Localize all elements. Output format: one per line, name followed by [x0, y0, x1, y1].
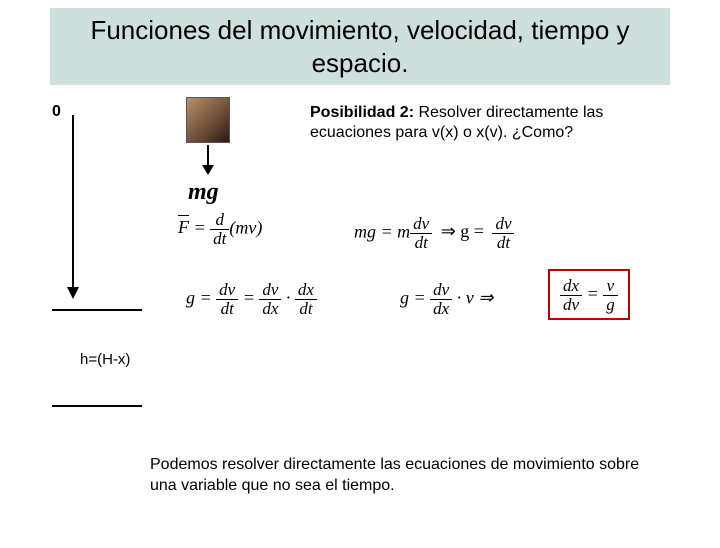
- boxed-result: dxdv = vg: [548, 269, 630, 320]
- slide-body: 0 h=(H-x) mg Posibilidad 2: Resolver dir…: [0, 85, 720, 545]
- mg-vector-shaft: [207, 145, 209, 167]
- equation-mg-dvdt: mg = mdvdt ⇒ g = dvdt: [354, 215, 514, 252]
- conclusion-text: Podemos resolver directamente las ecuaci…: [150, 455, 670, 497]
- slide-title: Funciones del movimiento, velocidad, tie…: [50, 8, 670, 85]
- possibility-2-lead: Posibilidad 2:: [310, 104, 414, 121]
- equation-g-dvdx-v: g = dvdx · v ⇒: [400, 281, 493, 318]
- possibility-2-text: Posibilidad 2: Resolver directamente las…: [310, 103, 610, 143]
- ground-line-upper: [52, 309, 142, 311]
- mg-vector-head: [202, 165, 214, 175]
- axis-arrow-head: [67, 287, 79, 299]
- falling-object-image: [186, 97, 230, 143]
- mg-label: mg: [188, 179, 219, 206]
- axis-arrow-shaft: [72, 115, 74, 291]
- equation-chain-rule: g = dvdt = dvdx · dxdt: [186, 281, 317, 318]
- vector-F: F: [178, 217, 189, 238]
- height-label: h=(H-x): [80, 351, 130, 368]
- ground-line-lower: [52, 405, 142, 407]
- equation-newton-2nd-law: F = ddt(mv): [178, 211, 262, 248]
- axis-origin-label: 0: [52, 103, 61, 121]
